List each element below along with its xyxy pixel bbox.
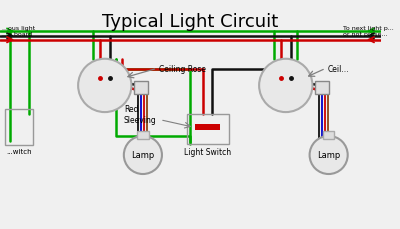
Text: ...ous light
...e board: ...ous light ...e board [2,26,35,37]
Text: Ceiling Rose: Ceiling Rose [159,65,206,74]
Circle shape [124,136,162,174]
Bar [323,132,334,139]
Circle shape [78,60,132,113]
Bar [134,81,148,95]
Bar [5,110,33,146]
Text: Lamp: Lamp [317,151,340,160]
Text: Red
Sleeving: Red Sleeving [124,105,156,124]
Bar [187,114,229,145]
Circle shape [259,60,312,113]
Bar [195,125,220,131]
Text: Light Switch: Light Switch [184,148,231,157]
Text: Lamp: Lamp [131,151,154,160]
Bar [315,81,329,95]
Text: Typical Light Circuit: Typical Light Circuit [102,13,279,31]
Bar [137,132,149,139]
Text: ...witch: ...witch [6,149,32,155]
Text: To next light p...
or not prese...: To next light p... or not prese... [343,26,394,37]
Circle shape [310,136,348,174]
Text: Ceil...: Ceil... [328,65,349,74]
